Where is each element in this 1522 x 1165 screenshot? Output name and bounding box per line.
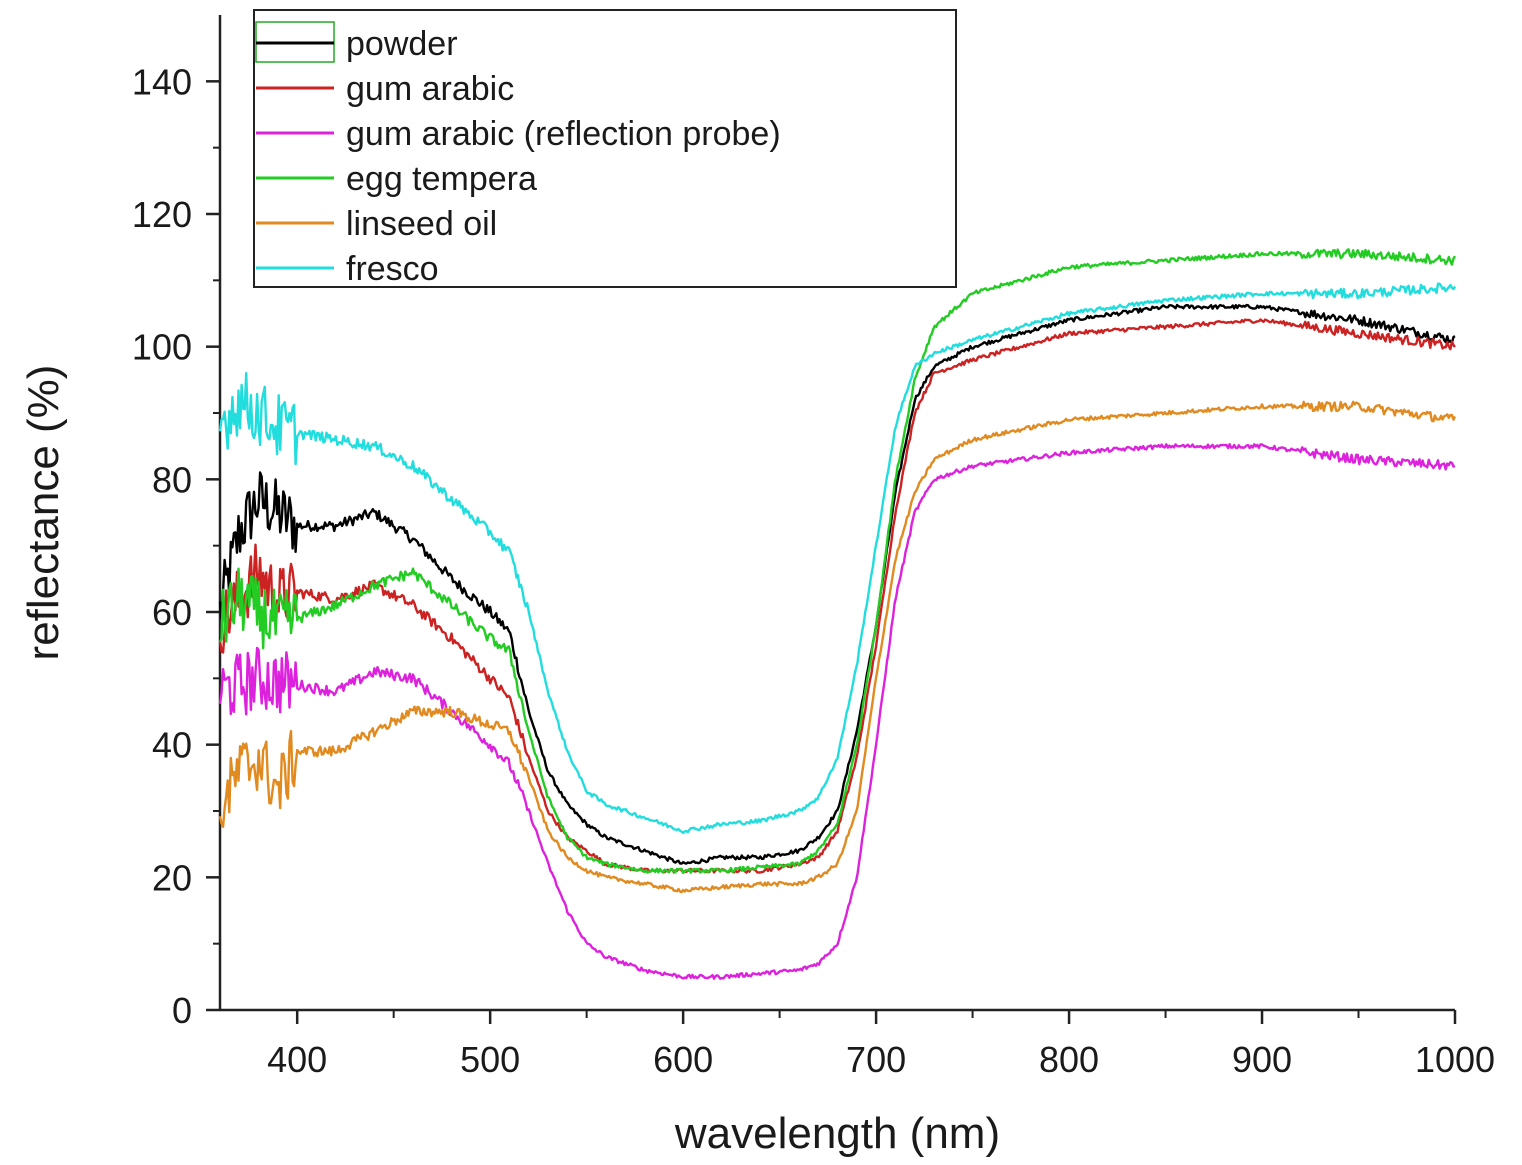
legend-label: powder — [346, 25, 458, 63]
y-tick-label: 140 — [132, 61, 192, 102]
series-line-fresco — [218, 282, 1457, 834]
y-axis-title: reflectance (%) — [19, 365, 68, 661]
y-tick-label: 100 — [132, 327, 192, 368]
x-tick-label: 600 — [653, 1039, 713, 1080]
x-tick-label: 400 — [267, 1039, 327, 1080]
y-tick-label: 80 — [152, 459, 192, 500]
y-tick-label: 20 — [152, 857, 192, 898]
x-tick-label: 800 — [1039, 1039, 1099, 1080]
axis-titles: wavelength (nm) reflectance (%) — [19, 365, 1000, 1158]
legend-label: linseed oil — [346, 205, 497, 243]
axes: 0 20 40 60 80 100 120 140 400 500 600 700 800 900 1000 — [132, 15, 1495, 1080]
legend-label: egg tempera — [346, 160, 537, 198]
legend-label: gum arabic (reflection probe) — [346, 115, 781, 153]
x-tick-label: 500 — [460, 1039, 520, 1080]
series-line-gum-arabic — [218, 318, 1456, 874]
y-tick-label: 60 — [152, 592, 192, 633]
y-tick-label: 0 — [172, 990, 192, 1031]
y-tick-label: 120 — [132, 194, 192, 235]
y-tick-label: 40 — [152, 725, 192, 766]
legend-box — [253, 9, 957, 288]
x-tick-label: 700 — [846, 1039, 906, 1080]
series-line-egg-tempera — [218, 248, 1457, 874]
series-lines — [218, 248, 1457, 980]
series-line-linseed-oil — [218, 400, 1457, 894]
series-line-powder — [218, 303, 1456, 865]
x-axis-title: wavelength (nm) — [674, 1109, 1000, 1158]
x-tick-label: 900 — [1232, 1039, 1292, 1080]
legend-label: fresco — [346, 250, 439, 288]
legend-label: gum arabic — [346, 70, 514, 108]
series-line-gum-arabic-reflection-probe — [218, 443, 1456, 980]
x-tick-label: 1000 — [1415, 1039, 1495, 1080]
legend: powder gum arabic gum arabic (reflection p… — [253, 9, 957, 288]
